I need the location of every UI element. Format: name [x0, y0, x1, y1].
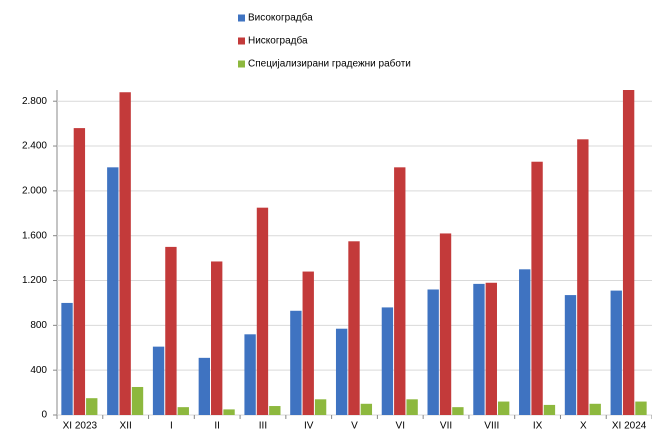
bar	[589, 403, 601, 415]
bar	[73, 128, 86, 415]
legend-label: Нискоградба	[248, 35, 308, 47]
bar	[497, 401, 510, 415]
bar	[290, 310, 302, 415]
y-tick-label: 2.000	[22, 186, 47, 197]
x-tick-label: X	[580, 421, 587, 432]
x-tick-label: XI 2024	[612, 421, 647, 432]
bar	[394, 167, 406, 415]
y-tick-label: 2.400	[22, 141, 47, 152]
x-tick-label: VI	[396, 421, 405, 432]
bar	[485, 282, 497, 415]
x-tick-label: XI 2023	[63, 421, 98, 432]
bar	[177, 407, 189, 415]
x-tick-label: IV	[304, 421, 314, 432]
bar	[119, 92, 131, 415]
bar	[152, 346, 165, 415]
legend-label: Специјализирани градежни работи	[248, 58, 411, 70]
bar	[531, 161, 543, 415]
bar	[519, 269, 531, 415]
y-tick-label: 0	[41, 410, 47, 421]
x-tick-label: VIII	[484, 421, 499, 432]
bar	[131, 386, 144, 415]
bar	[244, 334, 256, 415]
x-tick-label: XII	[120, 421, 132, 432]
bar	[543, 404, 556, 415]
y-tick-label: 1.200	[22, 275, 47, 286]
bar	[452, 407, 464, 415]
bar	[61, 302, 73, 415]
y-tick-label: 800	[30, 320, 47, 331]
bar	[211, 261, 223, 415]
legend-label: Високоградба	[248, 12, 313, 24]
bar	[622, 90, 635, 415]
legend-swatch	[238, 14, 245, 22]
x-tick-label: V	[351, 421, 358, 432]
y-tick-label: 2.800	[22, 96, 47, 107]
x-tick-label: III	[259, 421, 267, 432]
bar	[302, 271, 314, 415]
bar	[610, 290, 622, 415]
bar	[564, 295, 577, 415]
bar	[314, 399, 327, 415]
bar	[439, 233, 452, 415]
x-tick-label: IX	[533, 421, 543, 432]
bar	[577, 139, 589, 415]
bar	[360, 403, 373, 415]
bar	[107, 167, 119, 415]
bar	[335, 328, 348, 415]
legend-swatch	[238, 60, 245, 68]
bar	[269, 406, 281, 415]
y-tick-label: 400	[30, 365, 47, 376]
bar	[473, 283, 485, 415]
bar	[406, 399, 418, 415]
bar	[381, 307, 394, 415]
bar	[348, 241, 360, 415]
bar	[427, 289, 439, 415]
x-tick-label: VII	[440, 421, 452, 432]
y-tick-label: 1.600	[22, 230, 47, 241]
bar	[223, 409, 235, 415]
x-tick-label: II	[214, 421, 220, 432]
bar	[256, 207, 269, 415]
bar	[86, 398, 98, 415]
x-tick-label: I	[170, 421, 173, 432]
bar	[635, 401, 647, 415]
legend-swatch	[238, 37, 245, 45]
bar	[198, 357, 211, 415]
bar	[165, 246, 177, 415]
